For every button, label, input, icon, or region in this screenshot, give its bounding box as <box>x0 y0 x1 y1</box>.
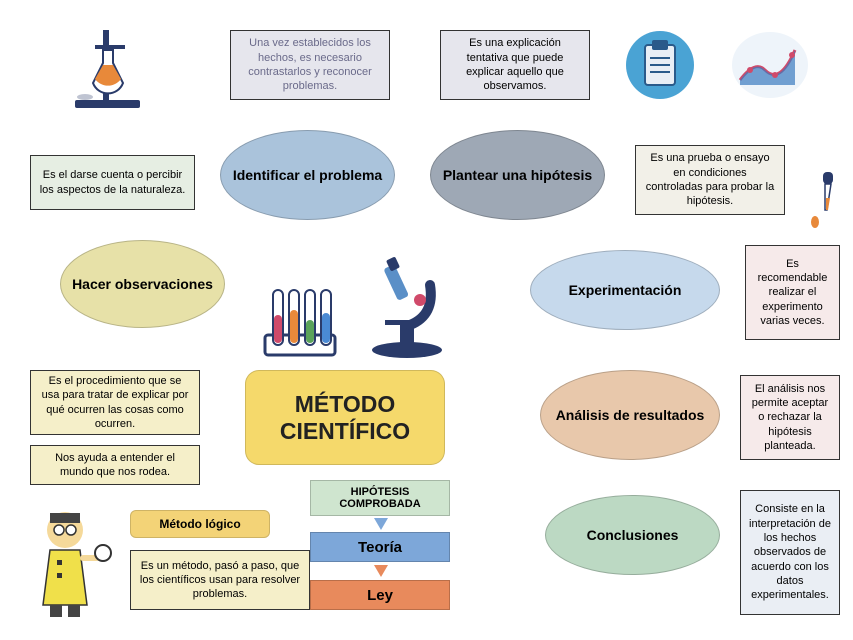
step-label: Identificar el problema <box>233 167 382 183</box>
desc-text: Es recomendable realizar el experimento … <box>754 257 831 328</box>
desc-text: El análisis nos permite aceptar o rechaz… <box>749 382 831 453</box>
desc-experimentacion-2: Es recomendable realizar el experimento … <box>745 245 840 340</box>
desc-analisis: El análisis nos permite aceptar o rechaz… <box>740 375 840 460</box>
desc-identificar: Una vez establecidos los hechos, es nece… <box>230 30 390 100</box>
flow-teoria: Teoría <box>310 532 450 562</box>
desc-procedimiento-1: Es el procedimiento que se usa para trat… <box>30 370 200 435</box>
step-identificar: Identificar el problema <box>220 130 395 220</box>
step-experimentacion: Experimentación <box>530 250 720 330</box>
desc-text: Una vez establecidos los hechos, es nece… <box>239 36 381 93</box>
desc-procedimiento-2: Nos ayuda a entender el mundo que nos ro… <box>30 445 200 485</box>
desc-observaciones: Es el darse cuenta o percibir los aspect… <box>30 155 195 210</box>
step-label: Hacer observaciones <box>72 276 213 292</box>
step-hipotesis: Plantear una hipótesis <box>430 130 605 220</box>
desc-experimentacion: Es una prueba o ensayo en condiciones co… <box>635 145 785 215</box>
flow-label: Ley <box>367 587 393 604</box>
pill-label: Método lógico <box>159 517 240 531</box>
step-conclusiones: Conclusiones <box>545 495 720 575</box>
step-label: Conclusiones <box>587 527 679 543</box>
desc-text: Es un método, pasó a paso, que los cient… <box>139 559 301 602</box>
center-title-text: MÉTODO CIENTÍFICO <box>246 391 444 445</box>
step-label: Plantear una hipótesis <box>443 167 592 183</box>
flow-label: HIPÓTESIS COMPROBADA <box>311 486 449 510</box>
microscope-icon <box>360 250 455 360</box>
desc-text: Consiste en la interpretación de los hec… <box>749 502 831 602</box>
step-analisis: Análisis de resultados <box>540 370 720 460</box>
center-title: MÉTODO CIENTÍFICO <box>245 370 445 465</box>
desc-text: Es una explicación tentativa que puede e… <box>449 36 581 93</box>
pill-metodo-logico: Método lógico <box>130 510 270 538</box>
scientist-icon <box>25 505 115 620</box>
flask-stand-icon <box>65 25 150 125</box>
step-label: Análisis de resultados <box>556 407 705 423</box>
desc-metodo-logico: Es un método, pasó a paso, que los cient… <box>130 550 310 610</box>
step-observaciones: Hacer observaciones <box>60 240 225 328</box>
step-label: Experimentación <box>569 282 682 298</box>
test-tubes-icon <box>255 275 345 360</box>
clipboard-icon <box>625 30 695 100</box>
flow-hipotesis-comprobada: HIPÓTESIS COMPROBADA <box>310 480 450 516</box>
desc-conclusiones: Consiste en la interpretación de los hec… <box>740 490 840 615</box>
desc-text: Es el procedimiento que se usa para trat… <box>39 374 191 431</box>
chart-icon <box>730 30 810 100</box>
arrow-down-icon <box>374 565 388 577</box>
arrow-down-icon <box>374 518 388 530</box>
flow-ley: Ley <box>310 580 450 610</box>
desc-text: Nos ayuda a entender el mundo que nos ro… <box>39 451 191 480</box>
desc-hipotesis: Es una explicación tentativa que puede e… <box>440 30 590 100</box>
desc-text: Es una prueba o ensayo en condiciones co… <box>644 151 776 208</box>
desc-text: Es el darse cuenta o percibir los aspect… <box>39 168 186 197</box>
dropper-icon <box>795 170 840 230</box>
flow-label: Teoría <box>358 539 402 556</box>
